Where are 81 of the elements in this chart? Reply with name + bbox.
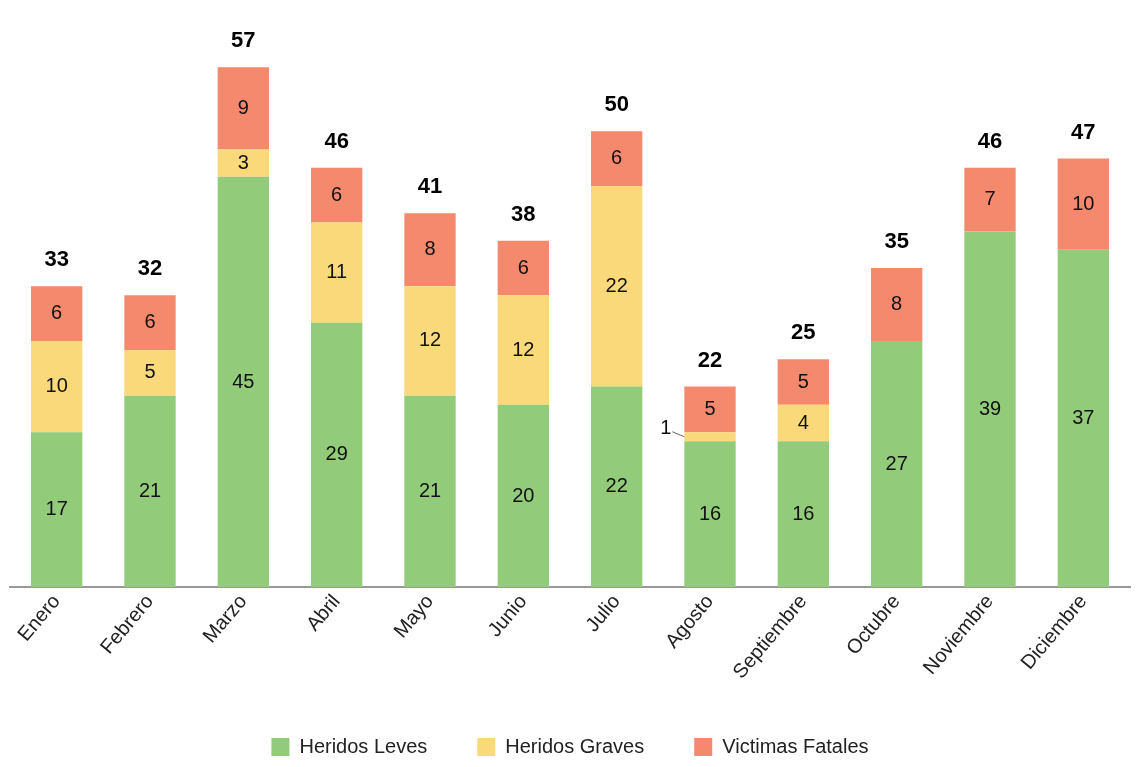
data-label: 10 [45,374,68,397]
bar [311,322,363,588]
bar [777,404,829,442]
data-label: 16 [698,501,722,524]
data-label: 29 [325,442,348,465]
bar [217,67,269,150]
bar [1057,158,1109,250]
data-label: 17 [45,497,68,520]
bar [1057,249,1109,588]
data-label: 5 [704,396,716,419]
total-label: 38 [511,200,536,226]
data-label: 4 [797,410,809,433]
bar [124,295,176,351]
bar [217,176,269,588]
total-label: 35 [884,228,909,254]
bar [497,295,549,405]
bar [964,231,1016,588]
data-label: 8 [424,237,436,260]
bar [124,350,176,396]
bar [497,404,549,588]
total-label: 25 [791,319,816,345]
data-label: 20 [512,483,535,506]
bar [31,286,83,341]
data-label: 21 [138,478,162,501]
data-label: 5 [144,360,156,383]
bar [591,131,643,186]
bar [777,359,829,405]
data-label: 22 [605,474,628,497]
data-label: 45 [232,369,255,392]
data-label: 12 [512,337,535,360]
data-label: 39 [978,396,1002,419]
data-label: 1 [660,416,672,439]
bar [871,268,923,341]
bar [311,222,363,323]
bar [871,340,923,588]
total-label: 50 [604,91,629,117]
bar [964,167,1016,232]
data-label: 3 [237,150,249,173]
bar [684,441,736,588]
data-label: 6 [331,182,343,205]
legend-label: Heridos Graves [505,734,645,757]
total-label: 47 [1071,118,1096,144]
data-label: 6 [517,255,529,278]
bar [31,432,83,588]
bar [31,340,83,433]
data-label: 21 [418,478,442,501]
data-label: 10 [1072,191,1095,214]
data-label: 7 [984,187,996,210]
data-label: 22 [605,273,628,296]
data-label: 8 [891,292,903,315]
bar [497,240,549,296]
total-label: 46 [324,127,349,153]
total-label: 22 [697,346,723,372]
bar [124,395,176,588]
data-label: 16 [792,501,815,524]
data-label: 6 [51,301,63,324]
total-label: 46 [977,127,1003,153]
bar [311,167,363,223]
data-label: 11 [326,260,348,283]
total-label: 57 [231,27,256,53]
total-label: 33 [44,246,69,272]
bar [591,386,643,588]
data-label: 9 [237,95,249,118]
data-label: 27 [885,451,908,474]
bar [777,441,829,588]
total-label: 41 [417,173,443,199]
total-label: 32 [137,255,163,281]
bar [217,149,269,177]
legend-label: Heridos Leves [299,734,428,757]
bar [404,395,456,588]
bar [684,432,736,442]
bar [684,386,736,433]
data-label: 6 [144,310,156,333]
bar [404,213,456,287]
bar [591,185,643,387]
data-label: 5 [797,369,809,392]
data-label: 37 [1072,406,1095,429]
legend-label: Victimas Fatales [722,734,869,757]
data-label: 12 [418,328,442,351]
data-label: 6 [611,146,623,169]
bar [404,286,456,396]
